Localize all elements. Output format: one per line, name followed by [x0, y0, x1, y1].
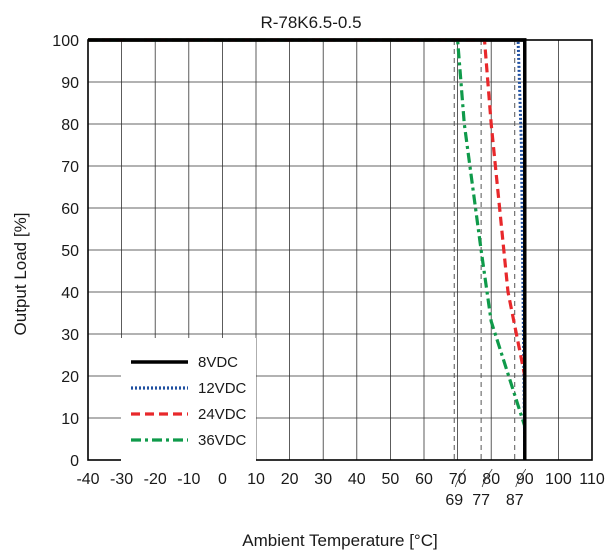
y-tick-label: 10: [61, 411, 79, 428]
x-tick-label: -30: [110, 471, 133, 488]
x-tick-label: 30: [314, 471, 332, 488]
y-tick-label: 70: [61, 159, 79, 176]
x-tick-label: -40: [76, 471, 99, 488]
series-group: [88, 38, 527, 461]
x-tick-label: -20: [144, 471, 167, 488]
y-tick-label: 60: [61, 201, 79, 218]
x-tick-label: 110: [579, 471, 605, 488]
y-tick-label: 30: [61, 327, 79, 344]
series-line-24vdc: [88, 38, 527, 377]
x-tick-label: 70: [449, 471, 467, 488]
series-line-8vdc-overlay: [88, 38, 527, 460]
y-tick-label: 50: [61, 243, 79, 260]
x-tick-label: 90: [516, 471, 534, 488]
x-tick-label: 50: [382, 471, 400, 488]
legend-box: [121, 338, 256, 466]
leader-line: [481, 468, 493, 488]
leader-line: [515, 468, 527, 488]
x-tick-label: 40: [348, 471, 366, 488]
y-tick-label: 80: [61, 117, 79, 134]
x-tick-label: 10: [247, 471, 265, 488]
x-extra-tick-label: 69: [445, 492, 463, 509]
x-axis-label: Ambient Temperature [°C]: [242, 531, 437, 550]
y-tick-labels: 0 10 20 30 40 50 60 70 80 90 100: [52, 33, 79, 470]
x-tick-labels: -40 -30 -20 -10 0 10 20 30 40 50 60 70 80 90 100 110 69 7…: [76, 468, 605, 509]
y-tick-label: 40: [61, 285, 79, 302]
x-tick-label: 100: [545, 471, 572, 488]
x-tick-label: 20: [281, 471, 299, 488]
chart-title: R-78K6.5-0.5: [260, 13, 361, 32]
legend-label: 36VDC: [198, 432, 247, 449]
y-tick-label: 90: [61, 75, 79, 92]
legend-label: 24VDC: [198, 406, 247, 423]
y-tick-label: 20: [61, 369, 79, 386]
x-tick-label: 80: [482, 471, 500, 488]
x-tick-label: -10: [177, 471, 200, 488]
legend: 8VDC 12VDC 24VDC 36VDC: [121, 338, 256, 466]
legend-label: 8VDC: [198, 354, 238, 371]
x-tick-label: 60: [415, 471, 433, 488]
y-tick-label: 100: [52, 33, 79, 50]
leader-line: [454, 468, 466, 488]
x-extra-tick-label: 77: [472, 492, 490, 509]
x-tick-label: 0: [218, 471, 227, 488]
legend-label: 12VDC: [198, 380, 247, 397]
guide-lines: [453, 40, 516, 460]
x-extra-tick-label: 87: [506, 492, 524, 509]
y-axis-label: Output Load [%]: [11, 213, 30, 336]
y-tick-label: 0: [70, 453, 79, 470]
